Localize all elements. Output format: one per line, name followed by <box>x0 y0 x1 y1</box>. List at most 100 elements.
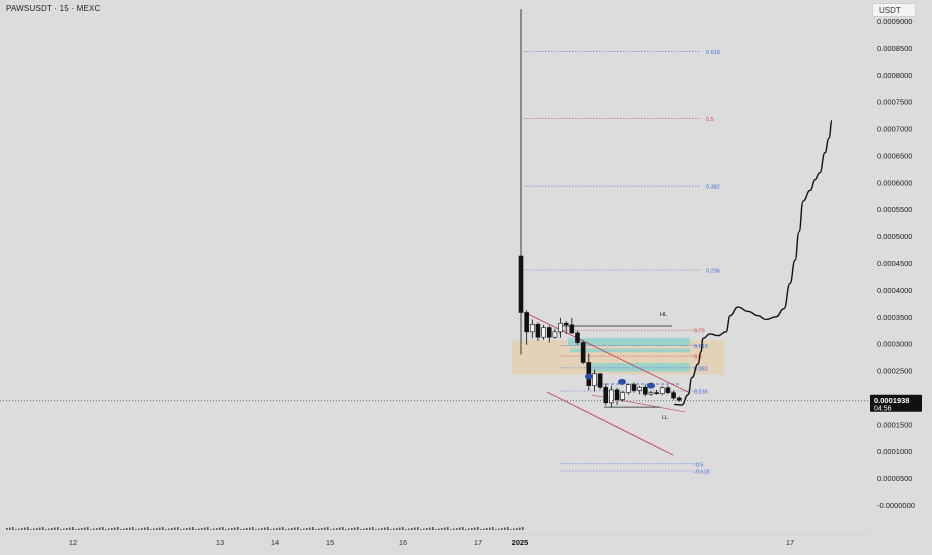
fib-label: 0.5 <box>706 117 714 123</box>
volume-bar <box>24 527 26 530</box>
volume-bar <box>120 529 122 530</box>
volume-bar <box>219 527 221 530</box>
x-tick-label: 16 <box>399 538 407 547</box>
volume-bar <box>132 527 134 530</box>
y-tick-label: 0.0008000 <box>877 71 912 80</box>
volume-bar <box>15 529 17 530</box>
y-tick-label: -0.0000000 <box>877 501 915 510</box>
volume-bar <box>228 528 230 530</box>
volume-bar <box>135 529 137 530</box>
volume-bar <box>249 527 251 530</box>
x-tick-label: 17 <box>786 538 794 547</box>
volume-bar <box>186 528 188 530</box>
volume-bar <box>468 528 470 530</box>
volume-bar <box>477 527 479 530</box>
volume-bar <box>306 528 308 530</box>
volume-bar <box>234 527 236 530</box>
volume-bar <box>87 527 89 530</box>
volume-bar <box>501 528 503 530</box>
volume-bar <box>84 527 86 530</box>
volume-bar <box>222 527 224 530</box>
y-tick-label: 0.0002500 <box>877 367 912 376</box>
fib-label: 0.5 <box>694 355 702 361</box>
volume-bar <box>498 528 500 530</box>
volume-bar <box>465 529 467 530</box>
currency-button[interactable]: USDT <box>872 3 916 17</box>
volume-bar <box>27 527 29 530</box>
volume-bar <box>318 528 320 530</box>
volume-bar <box>387 527 389 530</box>
y-tick-label: 0.0001500 <box>877 420 912 429</box>
volume-bar <box>252 527 254 530</box>
volume-bar <box>183 528 185 530</box>
volume-bar <box>408 528 410 530</box>
time-axis[interactable]: 12 13 14 15 16 17 2025 17 <box>0 533 868 547</box>
fvg-zone-middle <box>570 348 690 353</box>
volume-bar <box>363 528 365 530</box>
volume-bar <box>198 528 200 530</box>
swing-marker <box>647 382 655 389</box>
volume-bar <box>444 527 446 530</box>
fib-label: 0.236 <box>694 389 708 395</box>
volume-bar <box>276 528 278 530</box>
volume-bar <box>99 527 101 530</box>
volume-bar <box>285 529 287 530</box>
volume-bar <box>309 527 311 530</box>
volume-bar <box>138 528 140 530</box>
volume-bar <box>207 527 209 530</box>
volume-bar <box>156 528 158 530</box>
volume-bar <box>6 528 8 530</box>
volume-bar <box>42 527 44 530</box>
fvg-zone-upper <box>568 337 690 346</box>
volume-bar <box>354 527 356 530</box>
y-tick-label: 0.0001000 <box>877 447 912 456</box>
volume-bar <box>357 527 359 530</box>
volume-bar <box>513 528 515 530</box>
candle-body <box>626 384 631 393</box>
volume-bar <box>300 529 302 530</box>
volume-bar <box>81 528 83 530</box>
volume-bar <box>66 528 68 530</box>
y-tick-label: 0.0003500 <box>877 313 912 322</box>
candle-body <box>518 255 524 313</box>
y-tick-label: 0.0007500 <box>877 98 912 107</box>
price-tag-value: 0.0001938 <box>874 396 909 405</box>
candle-body <box>563 322 569 326</box>
price-axis[interactable]: 0.0009000 0.0008500 0.0008000 0.0007500 0.00… <box>877 17 915 510</box>
volume-bar <box>288 528 290 530</box>
volume-bar <box>39 527 41 530</box>
fib-label: 0.382 <box>694 366 708 372</box>
candle-body <box>671 392 676 399</box>
volume-bar <box>378 528 380 530</box>
volume-bar <box>423 528 425 530</box>
volume-bar <box>480 529 482 530</box>
volume-bar <box>270 529 272 530</box>
structure-label-hl: HL <box>660 312 667 318</box>
volume-bar <box>195 529 197 530</box>
volume-bar <box>168 528 170 530</box>
candle-body <box>648 392 654 395</box>
volume-bar <box>18 528 20 530</box>
volume-bar <box>243 528 245 530</box>
volume-bar <box>267 527 269 530</box>
price-channel <box>527 313 691 456</box>
volume-bar <box>369 527 371 530</box>
candle-body <box>558 322 563 333</box>
x-tick-label: 13 <box>216 538 224 547</box>
volume-bar <box>129 527 131 530</box>
channel-upper-line <box>527 313 691 394</box>
volume-bar <box>321 528 323 530</box>
y-tick-label: 0.0005500 <box>877 205 912 214</box>
y-tick-label: 0.0005000 <box>877 232 912 241</box>
volume-bar <box>150 529 152 530</box>
volume-bar <box>510 529 512 530</box>
y-tick-label: 0.0003000 <box>877 340 912 349</box>
volume-bar <box>111 528 113 530</box>
candle-body <box>546 327 552 338</box>
volume-bar <box>63 528 65 530</box>
x-tick-label: 2025 <box>512 538 529 547</box>
candle-body <box>659 387 665 394</box>
volume-bar <box>105 529 107 530</box>
